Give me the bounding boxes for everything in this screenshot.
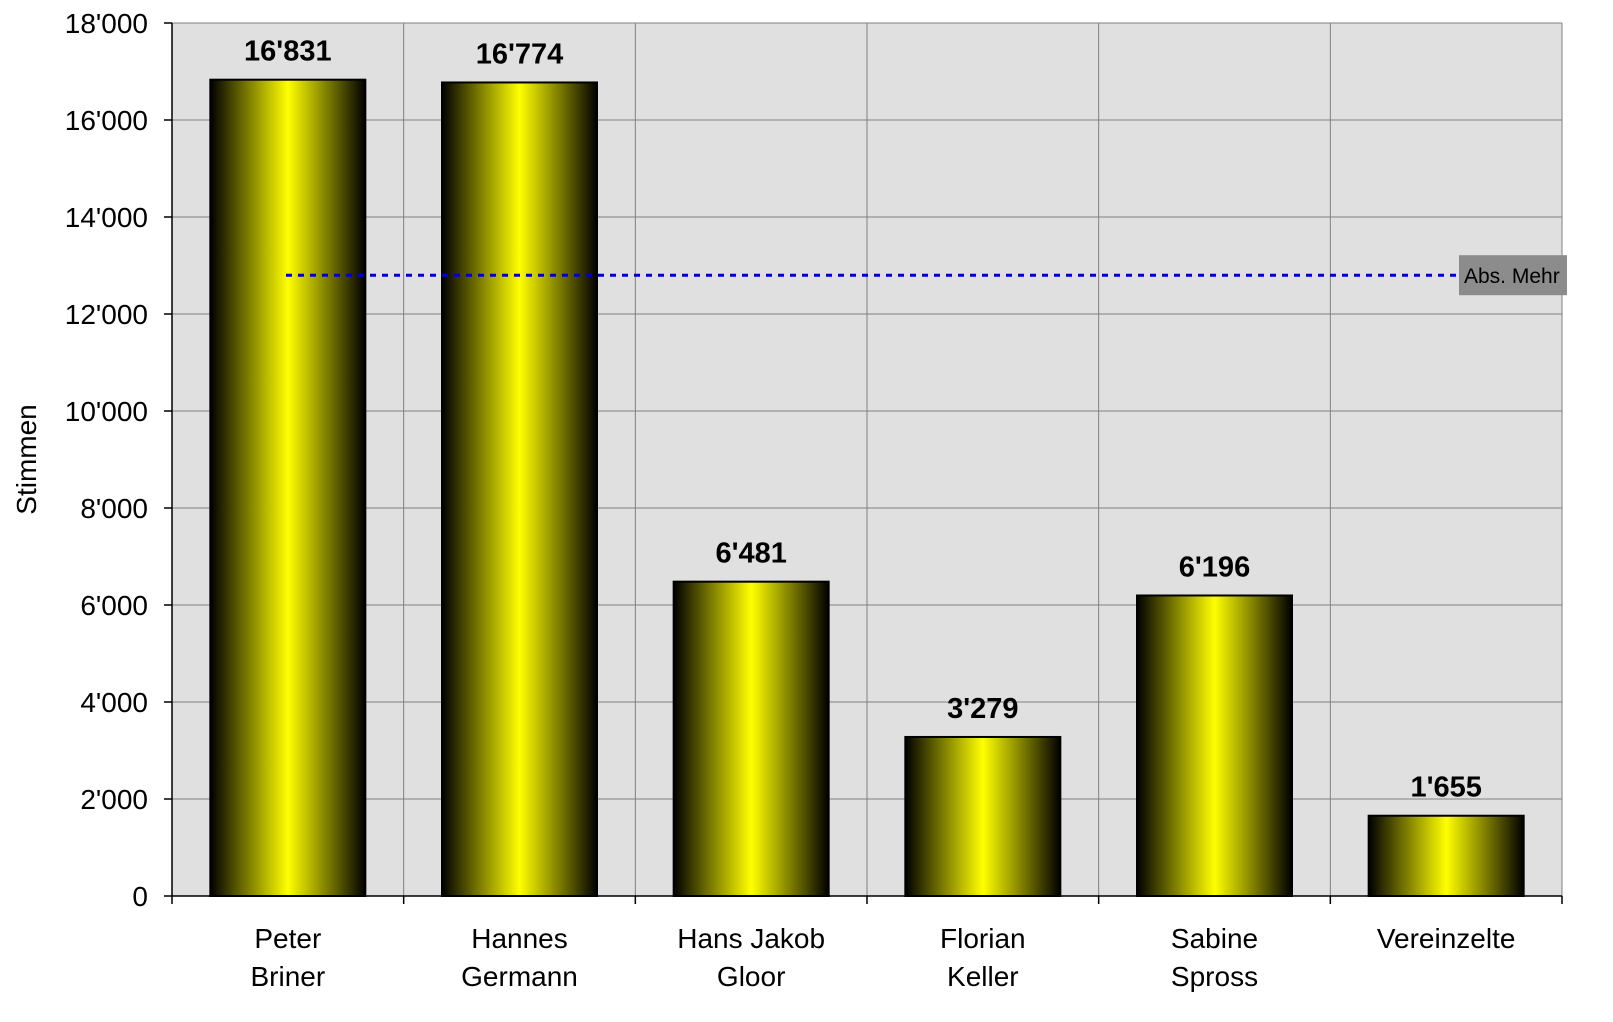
- y-tick-label: 18'000: [65, 8, 148, 39]
- reference-label-box: [1459, 255, 1567, 296]
- x-tick-label: Sabine Spross: [1171, 923, 1258, 992]
- x-tick-label: Peter Briner: [250, 923, 325, 992]
- bar: [672, 580, 830, 897]
- x-tick-label: Hans Jakob Gloor: [677, 923, 825, 992]
- bar: [904, 735, 1062, 897]
- labels: 16'831 16'774 6'481 3'279 6'196 1'655 0 2'000 4'…: [11, 8, 1515, 992]
- bar: [1136, 594, 1293, 898]
- y-tick-label: 16'000: [65, 105, 148, 136]
- x-tick-label: Vereinzelte: [1377, 923, 1516, 954]
- data-label: 3'279: [947, 693, 1018, 725]
- bar: [441, 81, 598, 897]
- y-tick-label: 10'000: [65, 396, 148, 427]
- y-tick-label: 14'000: [65, 202, 148, 233]
- y-tick-label: 12'000: [65, 299, 148, 330]
- y-tick-label: 2'000: [80, 784, 148, 815]
- data-label: 16'774: [476, 38, 564, 70]
- bar: [1367, 814, 1525, 897]
- bar: [209, 78, 367, 898]
- y-axis-title: Stimmen: [11, 404, 42, 514]
- axes: [164, 22, 1563, 904]
- reference-line-group: Abs. Mehr: [286, 255, 1567, 296]
- bars: [209, 78, 1525, 898]
- data-label: 1'655: [1410, 772, 1481, 804]
- y-tick-label: 4'000: [80, 687, 148, 718]
- data-label: 6'481: [715, 538, 786, 570]
- gridlines: [172, 22, 1563, 896]
- data-label: 16'831: [244, 36, 332, 68]
- x-tick-label: Florian Keller: [940, 923, 1026, 992]
- x-tick-label: Hannes Germann: [461, 923, 578, 992]
- y-tick-label: 0: [132, 881, 148, 912]
- y-tick-label: 6'000: [80, 590, 148, 621]
- data-label: 6'196: [1179, 551, 1250, 583]
- reference-label: Abs. Mehr: [1464, 265, 1560, 288]
- y-tick-label: 8'000: [80, 493, 148, 524]
